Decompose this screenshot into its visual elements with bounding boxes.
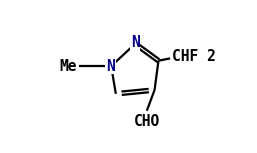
- Text: CHF 2: CHF 2: [172, 49, 215, 64]
- Text: Me: Me: [60, 59, 77, 74]
- Text: N: N: [106, 59, 115, 74]
- Text: N: N: [131, 35, 140, 50]
- Text: CHO: CHO: [134, 114, 160, 129]
